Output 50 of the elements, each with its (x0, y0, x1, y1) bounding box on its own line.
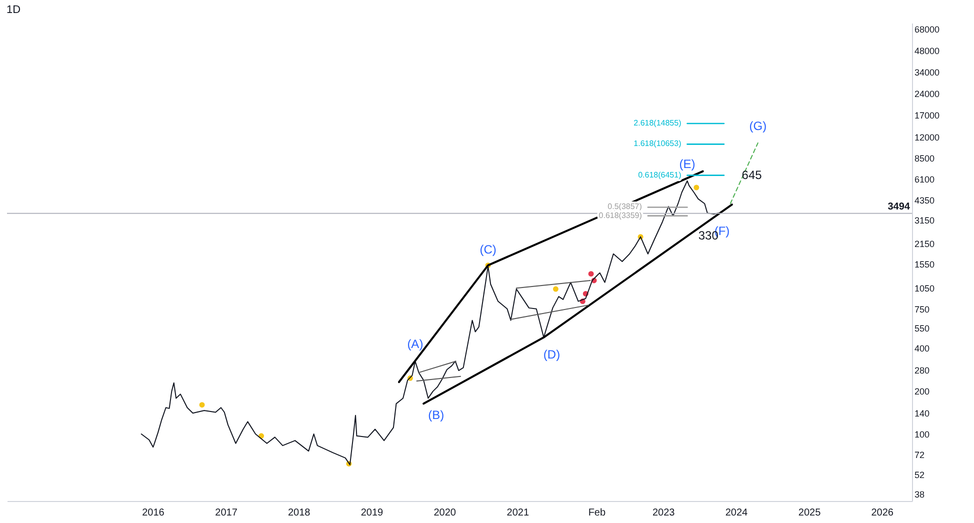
chart-title: 1D (6, 4, 21, 16)
y-tick-label: 24000 (914, 89, 940, 100)
y-tick-label: 100 (914, 430, 930, 440)
x-tick-label: 2024 (725, 508, 748, 518)
ref-line-label: 3494 (888, 201, 910, 212)
x-tick-label: 2025 (798, 508, 822, 518)
x-tick-label: 2018 (288, 508, 311, 518)
x-tick-label: 2021 (506, 508, 530, 518)
annotation: (E) (679, 156, 696, 171)
x-tick-label: Feb (588, 508, 606, 518)
y-tick-label: 550 (914, 324, 930, 334)
series-label: 2.618(14855) (634, 118, 682, 128)
annotation: (C) (480, 242, 496, 256)
point (199, 402, 205, 408)
y-tick-label: 12000 (914, 132, 940, 142)
x-tick-label: 2017 (215, 508, 238, 518)
y-tick-label: 38 (914, 490, 925, 500)
y-tick-label: 2150 (914, 239, 935, 250)
y-tick-label: 280 (914, 366, 930, 376)
y-tick-label: 1050 (914, 284, 935, 294)
y-tick-label: 140 (914, 408, 930, 419)
x-tick-label: 2026 (871, 508, 894, 518)
point (588, 271, 594, 277)
y-tick-label: 34000 (914, 68, 940, 78)
x-tick-label: 2020 (434, 508, 456, 518)
x-tick-label: 2023 (652, 508, 676, 518)
series-label: 0.618(6451) (638, 170, 682, 180)
y-tick-label: 52 (914, 470, 925, 480)
annotation: 645 (742, 168, 762, 182)
y-tick-label: 3150 (914, 215, 935, 226)
point (694, 184, 700, 190)
annotation: (B) (428, 408, 444, 422)
y-tick-label: 750 (914, 304, 930, 314)
point (552, 286, 558, 292)
annotation: (A) (407, 337, 424, 352)
y-tick-label: 400 (914, 343, 930, 354)
y-tick-label: 200 (914, 386, 930, 396)
y-tick-label: 8500 (914, 154, 935, 164)
y-tick-label: 68000 (914, 24, 940, 35)
x-tick-label: 2019 (360, 508, 384, 518)
y-tick-label: 17000 (914, 110, 940, 121)
annotation: (D) (543, 347, 560, 362)
y-tick-label: 1550 (914, 259, 935, 270)
y-tick-label: 6100 (914, 174, 935, 184)
series-label: 1.618(10653) (634, 139, 682, 148)
y-tick-label: 48000 (914, 46, 940, 56)
x-tick-label: 2016 (142, 508, 165, 518)
y-tick-label: 72 (914, 450, 925, 460)
annotation: (G) (749, 118, 767, 133)
y-tick-label: 4350 (914, 195, 935, 206)
